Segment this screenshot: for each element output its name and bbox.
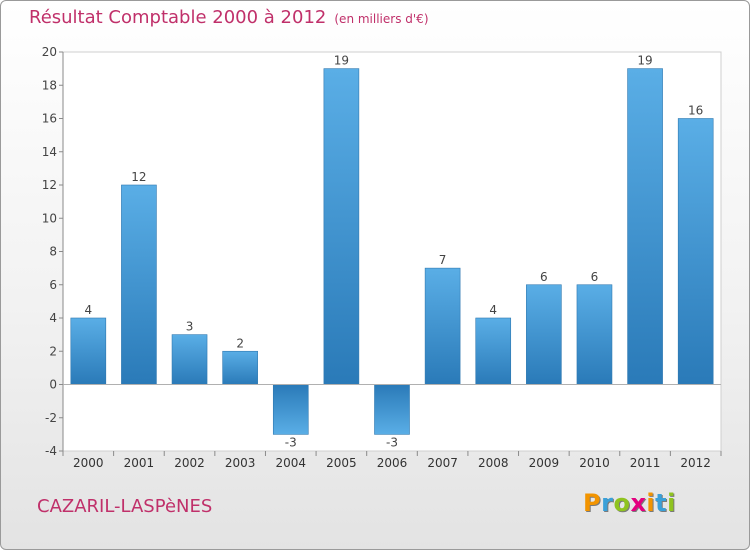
bar [121,184,157,385]
x-tick-label: 2007 [427,456,458,470]
bar [222,350,258,385]
y-tick-label: 16 [42,112,57,126]
y-tick-label: 8 [49,245,57,259]
bar [374,384,410,435]
x-tick-label: 2005 [326,456,357,470]
x-tick-label: 2003 [225,456,256,470]
logo-letter: P [583,489,602,517]
data-label: -3 [285,435,297,449]
data-label: 2 [236,336,244,350]
data-label: 3 [186,320,194,334]
bar [171,334,208,385]
data-label: 6 [591,270,599,284]
bar [475,317,512,385]
chart-subtitle: (en milliers d'€) [334,12,429,26]
bar [627,68,663,385]
x-tick-label: 2011 [630,456,661,470]
data-label: 4 [489,303,497,317]
bar [272,384,309,435]
y-tick-label: 0 [49,378,57,392]
y-tick-label: 2 [49,344,57,358]
logo-letter: i [646,489,656,517]
x-tick-label: 2008 [478,456,509,470]
chart-title: Résultat Comptable 2000 à 2012 (en millie… [29,7,429,28]
chart-title-text: Résultat Comptable 2000 à 2012 [29,7,327,28]
logo-letter: i [667,489,676,517]
x-tick-label: 2000 [73,456,104,470]
bar [526,284,562,385]
y-tick-label: -4 [45,444,57,458]
data-label: 4 [84,303,92,317]
y-tick-label: 6 [49,278,57,292]
proxiti-logo: Proxiti [583,489,676,517]
x-tick-label: 2009 [529,456,560,470]
y-tick-label: 10 [42,211,57,225]
y-tick-label: 18 [42,78,57,92]
data-label: 16 [688,104,703,118]
x-tick-label: 2012 [680,456,711,470]
logo-letter: x [630,489,647,517]
x-tick-label: 2010 [579,456,610,470]
logo-letter: t [655,489,668,517]
x-tick-label: 2002 [174,456,205,470]
x-tick-label: 2001 [124,456,155,470]
x-axis: 2000 2001 2002 2003 2004 2005 2006 2007 2008 2009… [62,384,722,470]
y-tick-label: 14 [42,145,57,159]
bar [677,118,714,385]
data-label: 7 [439,253,447,267]
bar [424,267,461,385]
y-tick-label: 4 [49,311,57,325]
data-label: 12 [131,170,146,184]
bar [323,68,360,385]
bar [576,284,613,385]
y-axis: -4 -2 0 2 4 6 8 10 12 14 16 18 20 [42,45,64,458]
bars-group: 4 12 3 2 -3 19 -3 7 4 6 6 19 16 [70,54,714,449]
data-label: -3 [386,435,398,449]
data-label: 19 [637,54,652,68]
x-tick-label: 2004 [275,456,306,470]
bar [70,317,107,385]
y-tick-label: 12 [42,178,57,192]
x-tick-label: 2006 [377,456,408,470]
commune-name: CAZARIL-LASPèNES [37,496,213,517]
data-label: 19 [334,54,349,68]
y-tick-label: 20 [42,45,57,59]
y-tick-label: -2 [45,411,57,425]
data-label: 6 [540,270,548,284]
logo-letter: r [601,489,614,517]
logo-letter: o [613,489,631,517]
